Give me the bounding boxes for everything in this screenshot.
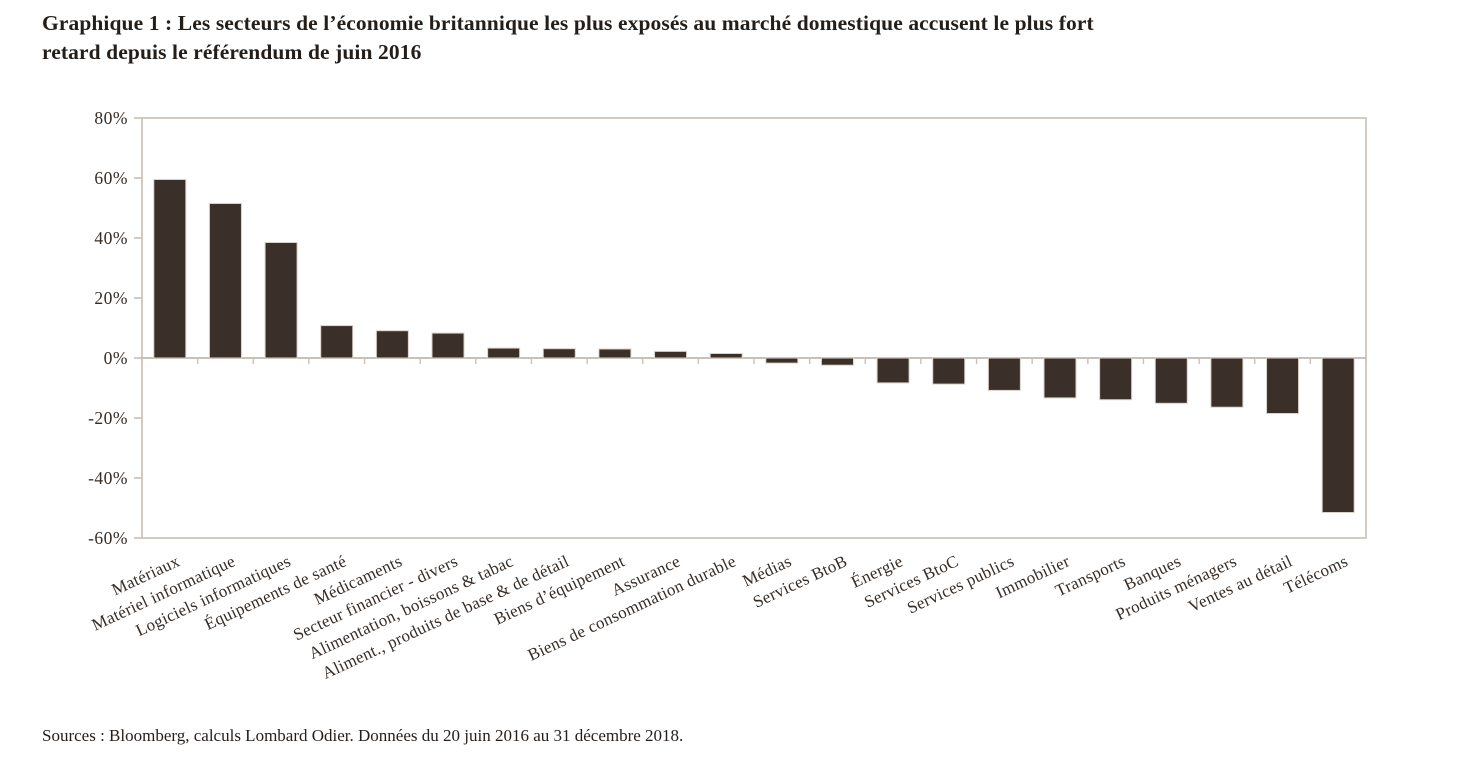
- chart-title: Graphique 1 : Les secteurs de l’économie…: [42, 9, 1442, 67]
- bar: [431, 332, 465, 359]
- y-tick-label: -20%: [88, 408, 128, 428]
- bar: [1154, 357, 1188, 404]
- y-tick-label: 60%: [94, 168, 128, 188]
- bar: [542, 348, 576, 359]
- plot-frame: [141, 117, 1367, 539]
- bar: [1099, 357, 1133, 401]
- bar: [1210, 357, 1244, 408]
- y-tick-label: -60%: [88, 528, 128, 548]
- bar: [820, 357, 854, 366]
- bar: [1321, 357, 1355, 513]
- bar: [598, 348, 632, 359]
- bar: [208, 203, 242, 359]
- bar: [375, 330, 409, 359]
- bar: [320, 325, 354, 359]
- bar: [709, 353, 743, 359]
- y-tick-label: 40%: [94, 228, 128, 248]
- bar: [765, 357, 799, 364]
- bar-chart: 80%60%40%20%0%-20%-40%-60%MatériauxMatér…: [88, 108, 1367, 683]
- bar: [264, 242, 298, 359]
- chart-title-line1: Graphique 1 : Les secteurs de l’économie…: [42, 11, 1094, 35]
- bar: [987, 357, 1021, 391]
- y-tick-label: 80%: [94, 108, 128, 128]
- bar: [1266, 357, 1300, 414]
- bar: [876, 357, 910, 384]
- bar: [932, 357, 966, 385]
- bar: [1043, 357, 1077, 399]
- source-note: Sources : Bloomberg, calculs Lombard Odi…: [42, 726, 684, 745]
- y-tick-label: 0%: [104, 348, 128, 368]
- y-tick-label: 20%: [94, 288, 128, 308]
- chart-title-line2: retard depuis le référendum de juin 2016: [42, 40, 422, 64]
- bar: [153, 179, 187, 359]
- bar: [654, 350, 688, 359]
- y-tick-label: -40%: [88, 468, 128, 488]
- category-label: Télécoms: [1281, 551, 1351, 597]
- bar: [487, 347, 521, 359]
